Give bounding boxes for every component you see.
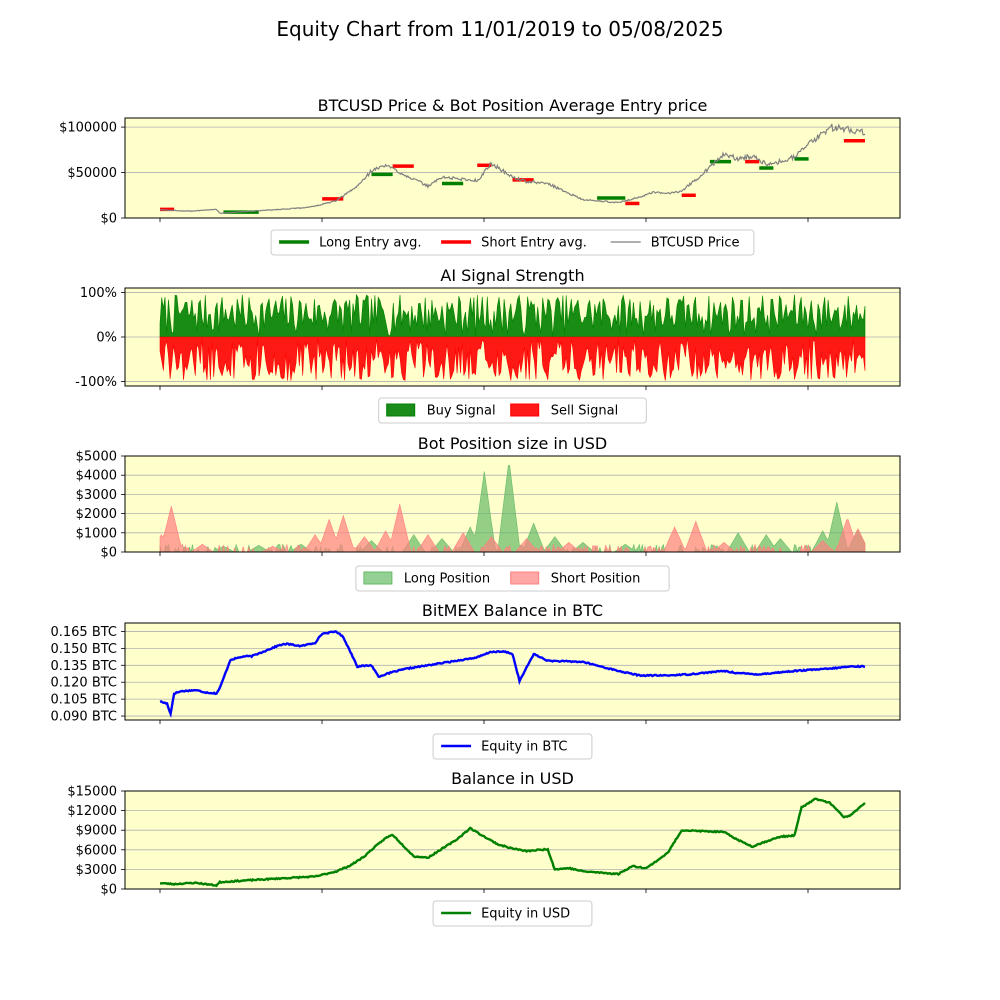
price-legend: Long Entry avg. Short Entry avg. BTCUSD Pr… xyxy=(270,229,755,256)
legend-box xyxy=(432,733,593,760)
y-tick-label: 0% xyxy=(96,331,117,346)
axes-background xyxy=(125,791,900,889)
position-plot-area xyxy=(159,465,866,552)
y-tick-label: $0 xyxy=(100,212,117,227)
short-position-area xyxy=(159,503,866,552)
signal-legend: Buy Signal Sell Signal xyxy=(378,397,647,424)
y-tick-label: 0.150 BTC xyxy=(50,642,117,657)
sell-signal-area xyxy=(159,336,866,381)
axes-background xyxy=(125,118,900,218)
y-tick-label: 0.120 BTC xyxy=(50,676,117,691)
y-tick-label: -100% xyxy=(75,375,117,390)
legend-swatch xyxy=(510,571,540,585)
legend-swatch xyxy=(363,571,393,585)
btcusd-price-line xyxy=(159,123,866,215)
y-tick-label: $3000 xyxy=(76,488,117,503)
price-panel: $0 $50000 $100000 BTCUSD Price & Bot Positi… xyxy=(59,96,901,256)
legend-box xyxy=(270,229,755,256)
price-plot-area xyxy=(159,123,866,215)
y-tick-label: $50000 xyxy=(67,166,117,181)
btc_balance-title: BitMEX Balance in BTC xyxy=(422,601,603,620)
usd_balance-title: Balance in USD xyxy=(451,769,574,788)
buy-signal-area xyxy=(159,293,866,338)
axes-frame xyxy=(124,287,901,387)
axes-frame xyxy=(124,790,901,890)
axes-frame xyxy=(124,455,901,553)
legend-label: Equity in BTC xyxy=(481,740,567,755)
price-title: BTCUSD Price & Bot Position Average Entr… xyxy=(318,96,708,115)
y-tick-label: $2000 xyxy=(76,507,117,522)
y-tick-label: $100000 xyxy=(59,121,117,136)
y-tick-label: 0.165 BTC xyxy=(50,625,117,640)
y-tick-label: 0.090 BTC xyxy=(50,710,117,725)
axes-frame xyxy=(124,622,901,721)
axes-background xyxy=(125,623,900,720)
y-tick-label: $6000 xyxy=(76,843,117,858)
figure-title: Equity Chart from 11/01/2019 to 05/08/20… xyxy=(276,17,723,41)
legend-box xyxy=(432,900,593,927)
btc_balance-legend: Equity in BTC xyxy=(432,733,593,760)
y-tick-label: 0.105 BTC xyxy=(50,693,117,708)
position-panel: $0 $1000 $2000 $3000 $4000 $5000 Bot Position … xyxy=(76,434,901,592)
signal-panel: -100% 0% 100% AI Signal Strength Buy Signal S… xyxy=(75,266,901,424)
usd_balance-plot-area xyxy=(160,797,866,888)
legend-label: Short Position xyxy=(551,572,641,587)
legend-label: Equity in USD xyxy=(481,907,570,922)
position-legend: Long Position Short Position xyxy=(355,565,670,592)
y-tick-label: $12000 xyxy=(67,804,117,819)
btc_balance-plot-area xyxy=(159,630,866,718)
usd_balance-panel: $0 $3000 $6000 $9000 $12000 $15000 Balance in … xyxy=(67,769,901,927)
y-tick-label: $3000 xyxy=(76,863,117,878)
legend-swatch xyxy=(510,403,540,417)
legend-label: Sell Signal xyxy=(551,404,619,419)
y-tick-label: 100% xyxy=(80,286,117,301)
legend-label: BTCUSD Price xyxy=(651,236,740,251)
long-position-area xyxy=(159,465,866,552)
position-title: Bot Position size in USD xyxy=(418,434,607,453)
y-tick-label: $4000 xyxy=(76,469,117,484)
signal-title: AI Signal Strength xyxy=(440,266,584,285)
y-tick-label: $5000 xyxy=(76,450,117,465)
signal-plot-area xyxy=(159,293,866,381)
y-tick-label: $15000 xyxy=(67,785,117,800)
legend-swatch xyxy=(386,403,416,417)
y-tick-label: $0 xyxy=(100,546,117,561)
usd_balance-legend: Equity in USD xyxy=(432,900,593,927)
y-tick-label: 0.135 BTC xyxy=(50,659,117,674)
legend-label: Buy Signal xyxy=(427,404,496,419)
y-tick-label: $0 xyxy=(100,883,117,898)
equity-usd-line xyxy=(160,797,866,888)
legend-label: Long Position xyxy=(404,572,490,587)
axes-frame xyxy=(124,117,901,219)
btc_balance-panel: 0.090 BTC 0.105 BTC 0.120 BTC 0.135 BTC 0.15… xyxy=(50,601,901,760)
y-tick-label: $9000 xyxy=(76,824,117,839)
y-tick-label: $1000 xyxy=(76,526,117,541)
legend-label: Short Entry avg. xyxy=(481,236,587,251)
legend-label: Long Entry avg. xyxy=(319,236,421,251)
equity-btc-line xyxy=(159,630,866,718)
